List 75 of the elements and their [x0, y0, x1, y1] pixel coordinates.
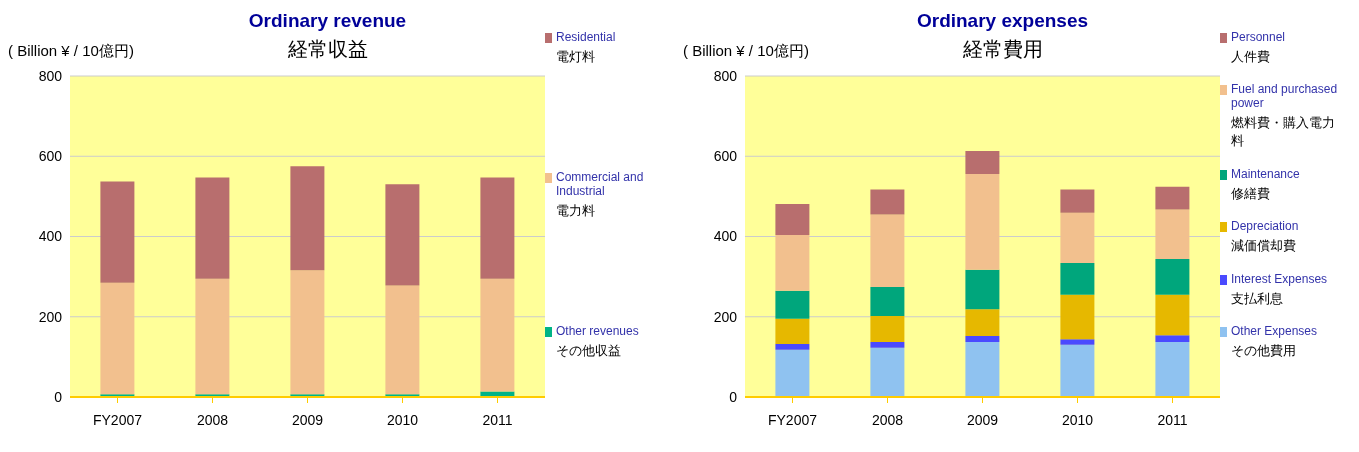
- x-tick-label: 2009: [291, 411, 324, 428]
- bar: [965, 309, 1000, 337]
- bar: [965, 173, 1000, 270]
- chart-subtitle: 経常収益: [287, 38, 368, 60]
- bar: [1060, 344, 1095, 397]
- bar: [775, 204, 810, 235]
- bar: [870, 342, 905, 348]
- bar: [480, 278, 515, 392]
- x-tick-label: 2010: [1061, 411, 1094, 428]
- x-tick-label: FY2007: [767, 411, 818, 428]
- chart-title: Ordinary expenses: [915, 10, 1090, 32]
- bar: [965, 269, 1000, 310]
- bar: [480, 177, 515, 279]
- legend-label: Depreciation 減価償却費: [1231, 219, 1299, 256]
- y-tick-label: 800: [713, 67, 738, 84]
- x-tick-label: FY2007: [92, 411, 143, 428]
- y-axis-title: ( Billion ¥ / 10億円): [683, 42, 809, 61]
- bar: [870, 287, 905, 316]
- y-axis-title: ( Billion ¥ / 10億円): [8, 42, 134, 61]
- legend-label: Other revenues その他収益: [556, 324, 639, 360]
- bar: [1060, 294, 1095, 340]
- bar: [1060, 339, 1095, 345]
- bar: [1060, 212, 1095, 263]
- bar: [775, 349, 810, 397]
- x-tick-label: 2010: [386, 411, 419, 428]
- legend-label: Residential 電灯料: [556, 30, 616, 66]
- y-tick-label: 0: [729, 388, 738, 405]
- x-tick-label: 2008: [871, 411, 904, 428]
- legend-label: Personnel 人件費: [1231, 30, 1286, 66]
- legend-label: Commercial and Industrial 電力料: [556, 170, 645, 220]
- y-tick-label: 200: [38, 308, 63, 325]
- bar: [775, 318, 810, 345]
- bar: [290, 270, 325, 395]
- bar: [1060, 189, 1095, 213]
- y-tick-label: 200: [713, 308, 738, 325]
- y-tick-label: 600: [38, 148, 63, 165]
- y-tick-label: 400: [38, 228, 63, 245]
- legend-label: Fuel and purchased power 燃料費・購入電力料: [1231, 82, 1339, 151]
- bar: [870, 315, 905, 343]
- bar: [965, 151, 1000, 174]
- bar: [290, 166, 325, 271]
- bar: [1155, 294, 1190, 336]
- bar: [195, 177, 230, 279]
- bar: [775, 290, 810, 319]
- chart-subtitle: 経常費用: [962, 38, 1043, 60]
- x-tick-label: 2008: [196, 411, 229, 428]
- bar: [870, 347, 905, 397]
- y-tick-label: 600: [713, 148, 738, 165]
- bar: [195, 278, 230, 395]
- bar: [1155, 342, 1190, 397]
- x-tick-label: 2011: [1157, 411, 1188, 428]
- bar: [1155, 335, 1190, 343]
- bar: [385, 285, 420, 395]
- bar: [100, 181, 135, 283]
- legend-label: Other Expenses その他費用: [1231, 323, 1318, 360]
- legend-label: Maintenance 修繕費: [1231, 166, 1300, 203]
- bar: [965, 342, 1000, 397]
- bar: [385, 184, 420, 286]
- bar: [100, 282, 135, 395]
- y-tick-label: 0: [54, 388, 63, 405]
- bar: [1155, 186, 1190, 210]
- bar: [965, 336, 1000, 343]
- bar: [1155, 258, 1190, 295]
- bar: [870, 189, 905, 215]
- bar: [1155, 209, 1190, 259]
- bar: [1060, 262, 1095, 295]
- bar: [870, 214, 905, 288]
- chart-title: Ordinary revenue: [247, 10, 408, 32]
- bar: [775, 234, 810, 291]
- y-tick-label: 400: [713, 228, 738, 245]
- legend-label: Interest Expenses 支払利息: [1231, 271, 1328, 308]
- y-tick-label: 800: [38, 67, 63, 84]
- x-tick-label: 2011: [482, 411, 513, 428]
- bar: [775, 344, 810, 350]
- x-tick-label: 2009: [966, 411, 999, 428]
